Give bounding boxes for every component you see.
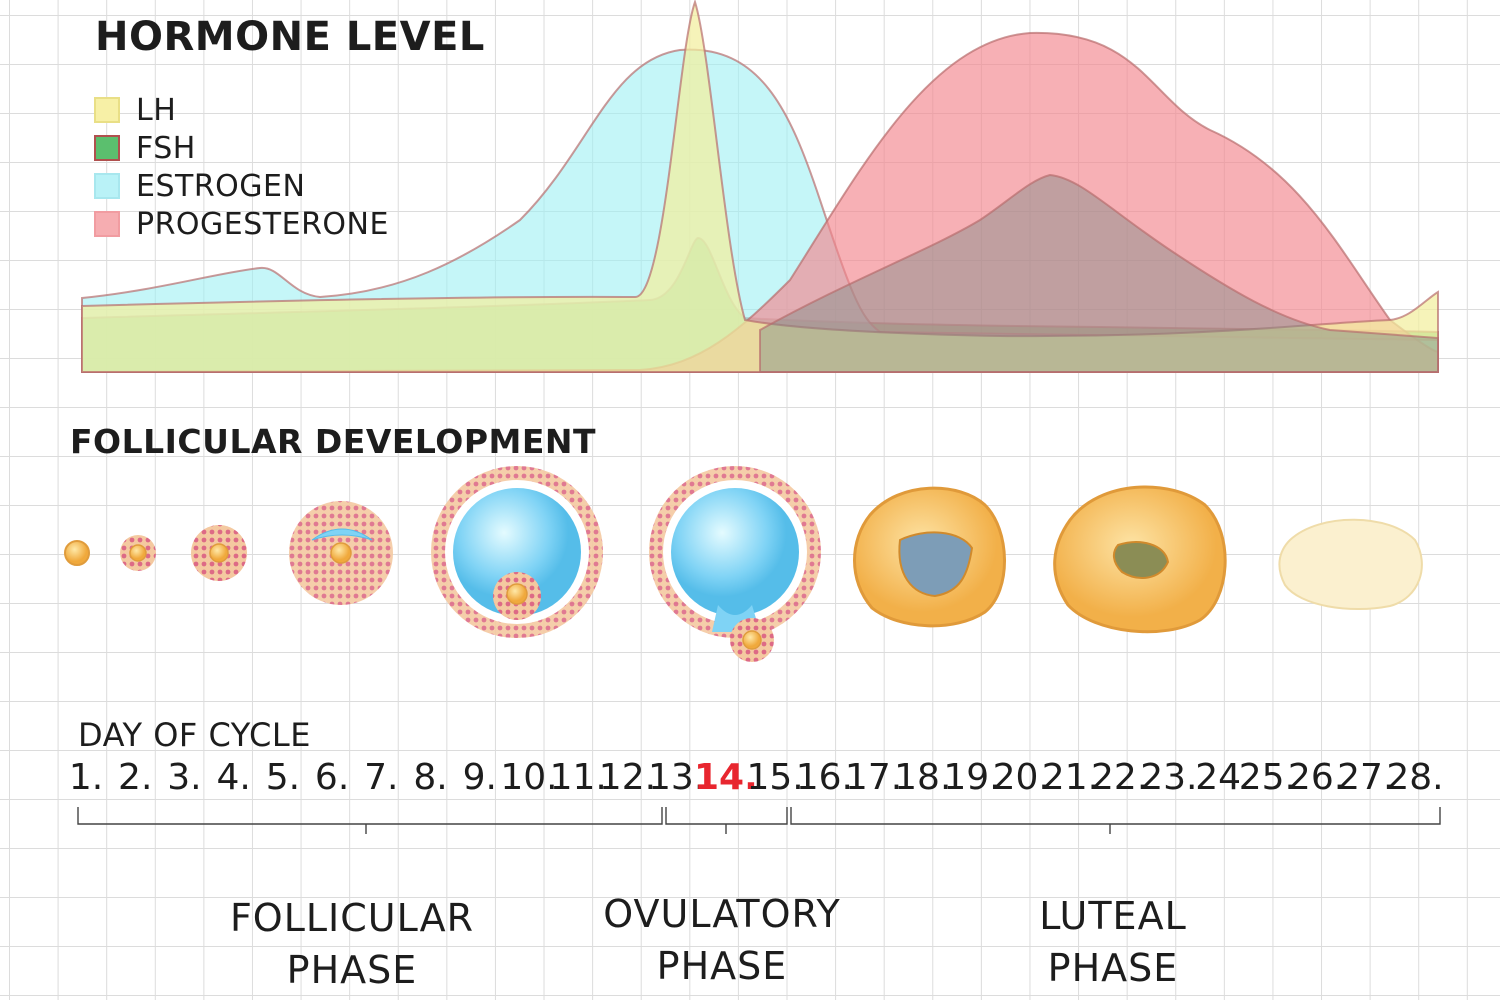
legend-item-progesterone: PROGESTERONE xyxy=(94,206,389,242)
lh-swatch-icon xyxy=(94,97,120,123)
secondary-follicle xyxy=(191,525,247,581)
mature-follicle xyxy=(431,466,603,638)
legend-label-lh: LH xyxy=(136,92,177,128)
luteal-phase-bracket xyxy=(790,807,1441,834)
legend-item-fsh: FSH xyxy=(94,130,196,166)
follicular-development-title: FOLLICULAR DEVELOPMENT xyxy=(70,422,597,461)
fsh-swatch-icon xyxy=(94,135,120,161)
hormone-level-title: HORMONE LEVEL xyxy=(95,14,485,60)
legend-label-estrogen: ESTROGEN xyxy=(136,168,306,204)
primordial-follicle xyxy=(64,540,90,566)
luteal-phase-line2: PHASE xyxy=(1047,946,1179,990)
legend-item-estrogen: ESTROGEN xyxy=(94,168,306,204)
follicular-phase-line2: PHASE xyxy=(286,948,418,992)
progesterone-swatch-icon xyxy=(94,211,120,237)
fsh-second-peak-area xyxy=(759,173,1439,373)
progesterone-area xyxy=(81,31,1439,373)
corpus-albicans xyxy=(1278,518,1423,611)
follicular-phase-bracket xyxy=(77,807,663,834)
follicular-phase-label: FOLLICULAR PHASE xyxy=(230,892,474,996)
luteal-phase-label: LUTEAL PHASE xyxy=(1039,890,1186,994)
legend-label-fsh: FSH xyxy=(136,130,196,166)
hormone-level-chart xyxy=(81,0,1439,373)
corpus-luteum xyxy=(1053,485,1227,634)
ovulatory-phase-label: OVULATORY PHASE xyxy=(603,888,840,992)
early-antral-follicle xyxy=(289,501,393,605)
ovulatory-phase-bracket xyxy=(665,807,788,834)
estrogen-swatch-icon xyxy=(94,173,120,199)
ovulatory-phase-line2: PHASE xyxy=(656,944,788,988)
ovulating-follicle xyxy=(649,466,821,662)
legend-item-lh: LH xyxy=(94,92,177,128)
follicular-phase-line1: FOLLICULAR xyxy=(229,896,475,940)
lh-area xyxy=(81,0,1439,373)
early-corpus-luteum xyxy=(853,486,1006,628)
follicular-development-illustration xyxy=(64,466,1423,662)
luteal-phase-line1: LUTEAL xyxy=(1039,894,1187,938)
ovulatory-phase-line1: OVULATORY xyxy=(603,892,841,936)
primary-follicle xyxy=(120,535,156,571)
legend-label-progesterone: PROGESTERONE xyxy=(136,206,389,242)
day-of-cycle-title: DAY OF CYCLE xyxy=(78,716,311,754)
